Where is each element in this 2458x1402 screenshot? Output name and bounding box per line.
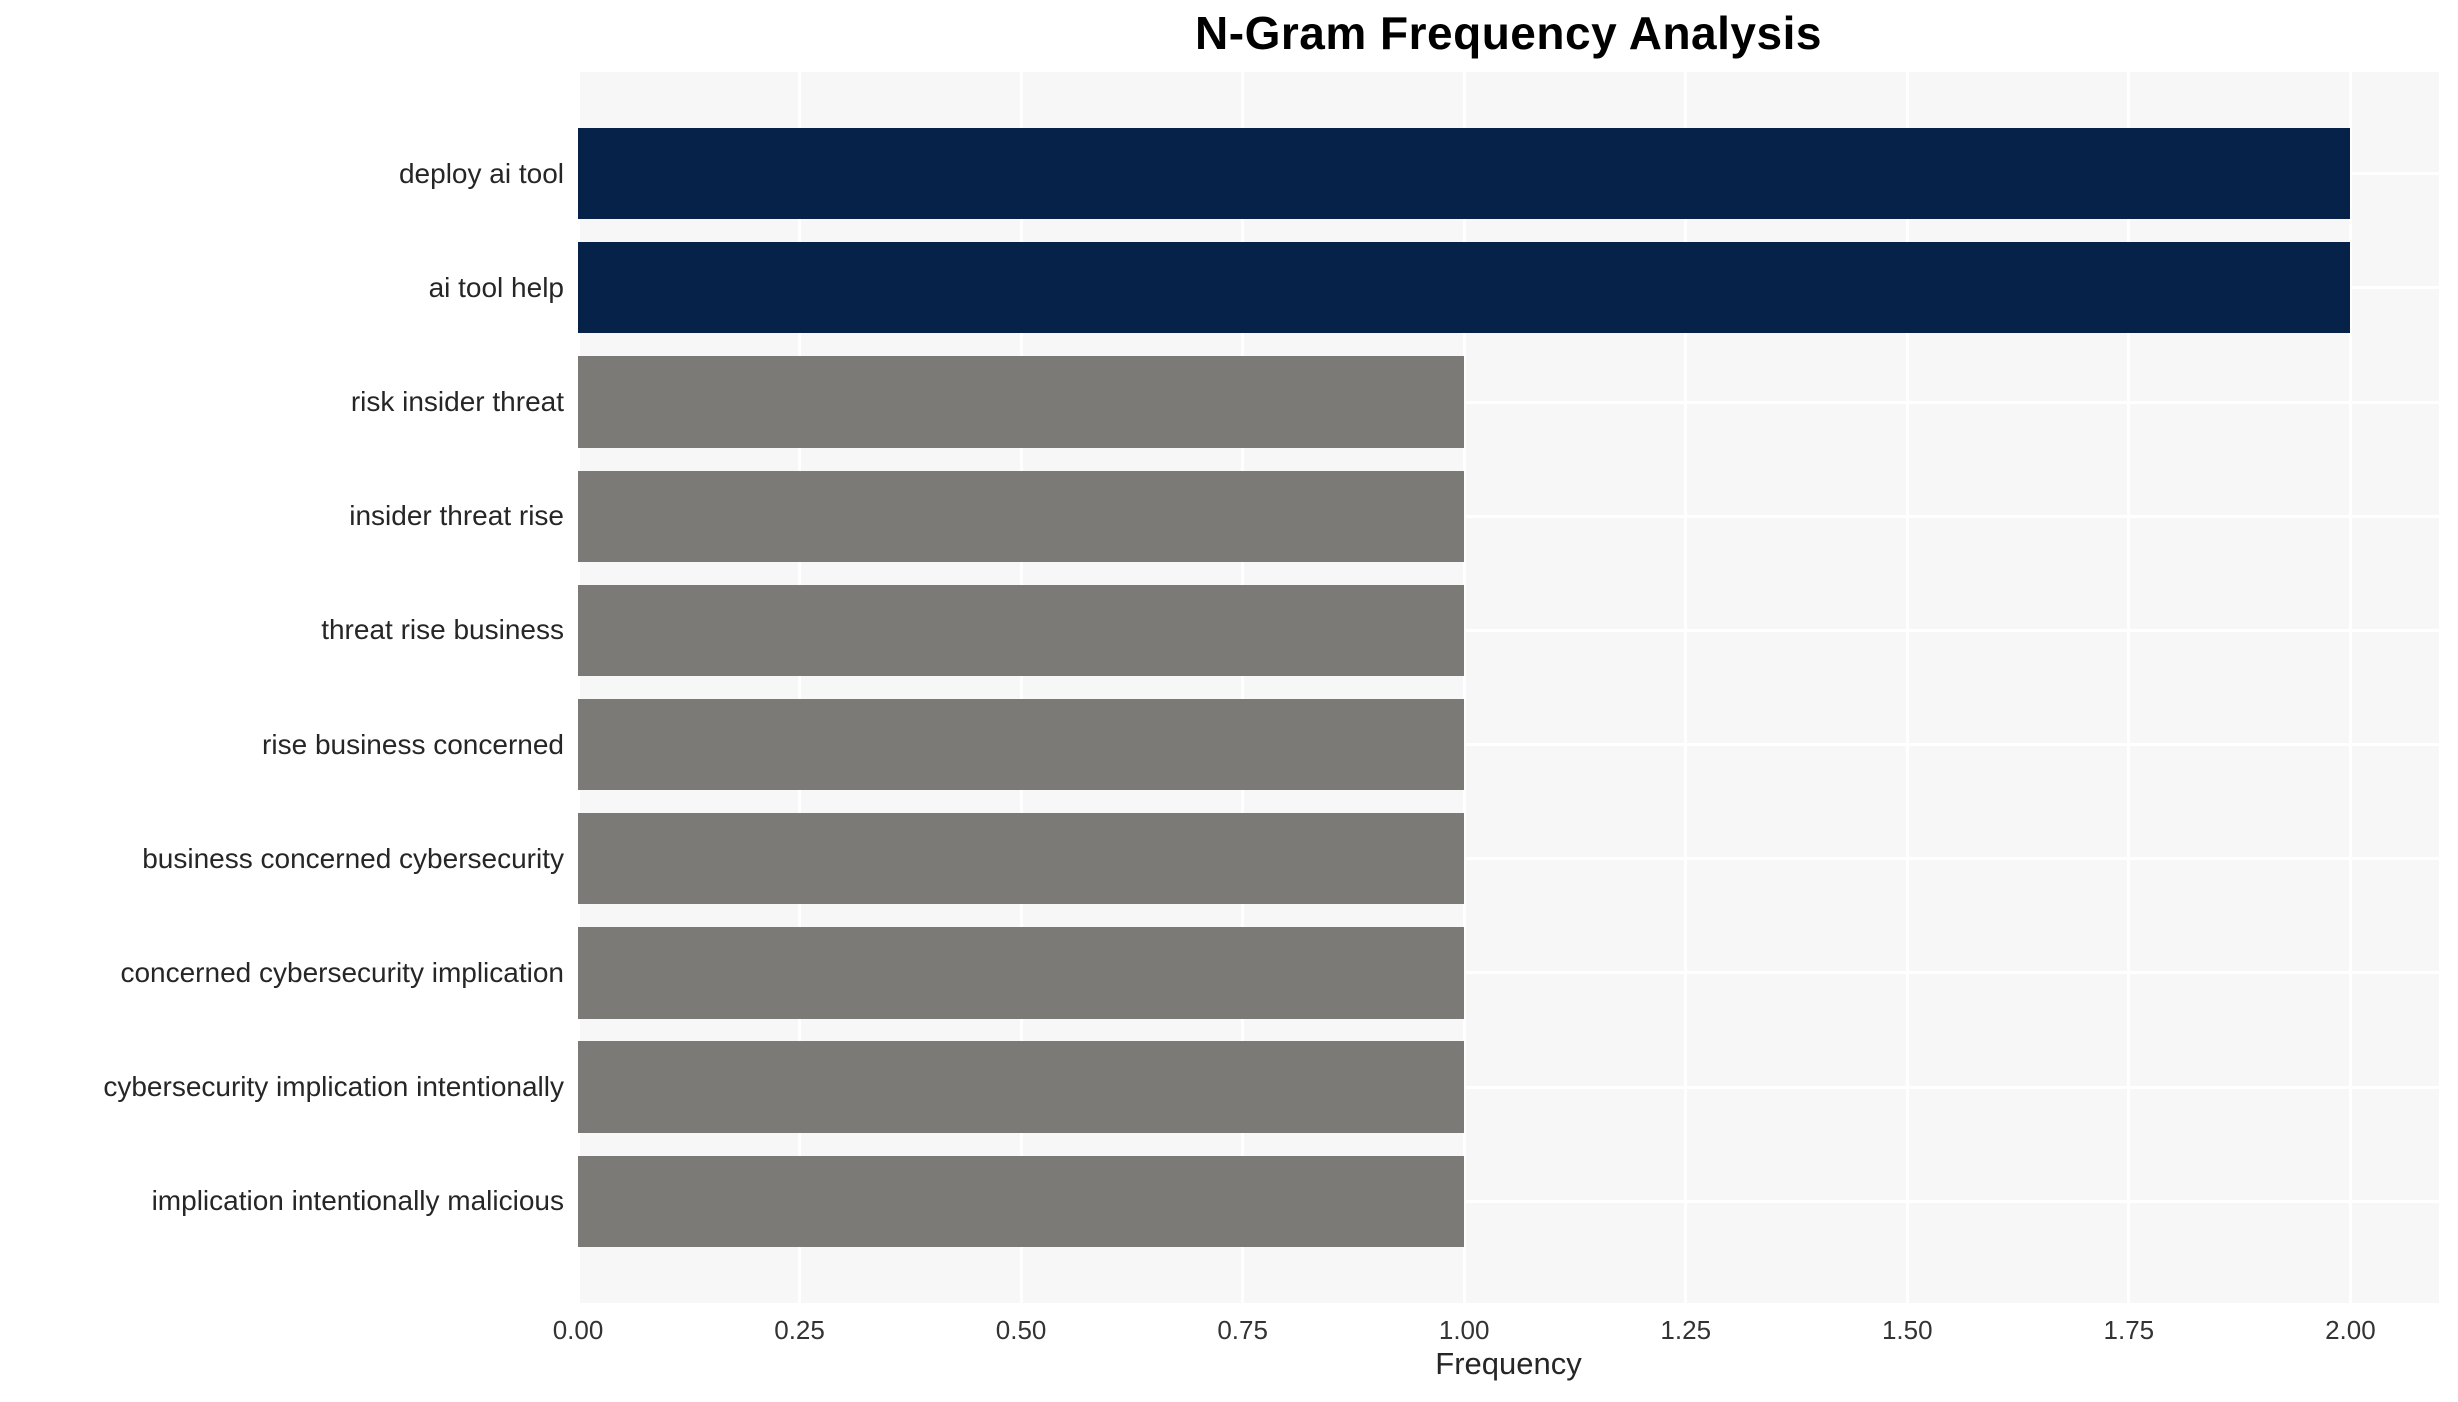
grid-line-vertical [576, 72, 580, 1303]
x-tick-label: 1.75 [2103, 1315, 2155, 1345]
grid-line-horizontal [578, 1199, 2439, 1203]
grid-line-vertical [1019, 72, 1023, 1303]
chart-title: N-Gram Frequency Analysis [1195, 7, 1822, 59]
grid-line-horizontal [578, 743, 2439, 747]
x-tick-label: 0.00 [552, 1315, 604, 1345]
grid-line-vertical [1462, 72, 1466, 1303]
grid-line-horizontal [578, 628, 2439, 632]
bar [578, 698, 1465, 791]
bar [578, 927, 1465, 1019]
bar [578, 813, 1465, 905]
category-label: threat rise business [321, 614, 564, 646]
category-label: deploy ai tool [398, 157, 564, 189]
grid-line-horizontal [578, 857, 2439, 861]
grid-line-horizontal [578, 400, 2439, 404]
grid-line-vertical [2348, 72, 2352, 1303]
x-tick-label: 0.75 [1217, 1315, 1268, 1345]
bar [578, 1041, 1465, 1133]
category-label: insider threat rise [349, 500, 564, 532]
grid-line-vertical [2127, 72, 2131, 1303]
x-axis-label: Frequency [1435, 1346, 1582, 1381]
x-tick-label: 2.00 [2325, 1315, 2376, 1345]
grid-line-horizontal [578, 1085, 2439, 1089]
category-label: business concerned cybersecurity [142, 842, 564, 874]
x-tick-label: 1.00 [1438, 1315, 1490, 1345]
x-tick-label: 1.25 [1660, 1315, 1712, 1345]
x-tick-label: 1.50 [1881, 1315, 1933, 1345]
grid-line-vertical [1684, 72, 1688, 1303]
category-label: rise business concerned [262, 728, 564, 760]
category-label: concerned cybersecurity implication [120, 956, 564, 988]
category-label: ai tool help [428, 271, 564, 303]
bar [578, 584, 1465, 677]
bar [578, 127, 2351, 220]
grid-line-horizontal [578, 971, 2439, 975]
bar [578, 1155, 1465, 1248]
bar [578, 356, 1465, 448]
x-tick-label: 0.50 [995, 1315, 1047, 1345]
bar [578, 242, 2351, 334]
grid-line-vertical [1905, 72, 1909, 1303]
grid-line-vertical [1241, 72, 1245, 1303]
category-label: implication intentionally malicious [151, 1185, 564, 1217]
category-label: cybersecurity implication intentionally [103, 1071, 564, 1103]
category-label: risk insider threat [350, 386, 564, 418]
grid-line-horizontal [578, 514, 2439, 518]
bar [578, 470, 1465, 562]
x-tick-label: 0.25 [774, 1315, 825, 1345]
grid-line-vertical [798, 72, 802, 1303]
